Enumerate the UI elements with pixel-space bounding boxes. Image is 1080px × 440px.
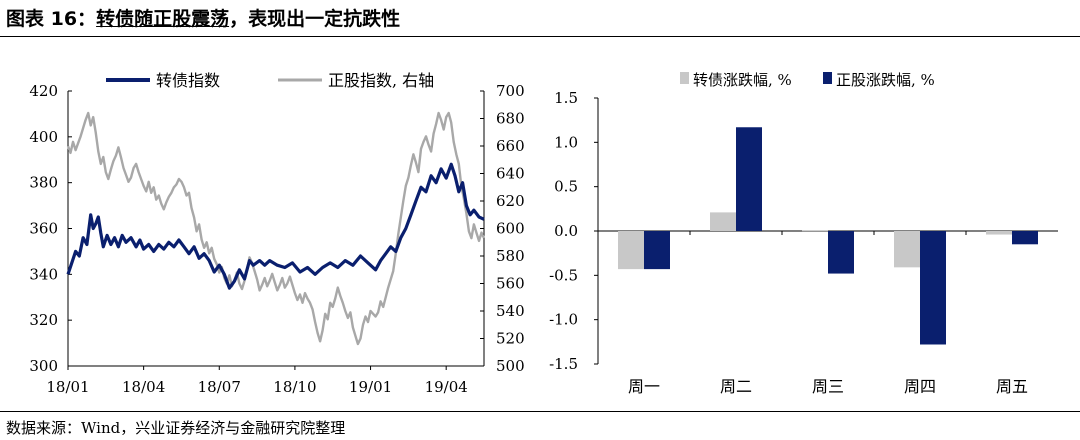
right-tick-label: 500	[496, 357, 525, 375]
x-tick-label: 18/04	[122, 378, 165, 396]
title-main: 转债随正股震荡	[96, 8, 230, 30]
x-tick-label: 19/01	[349, 378, 392, 396]
series-stock-index	[66, 111, 486, 346]
right-tick-label: 540	[496, 302, 525, 320]
right-tick-label: 560	[496, 275, 525, 293]
x-tick-label: 18/01	[46, 378, 89, 396]
right-tick-label: 700	[496, 82, 525, 100]
x-tick-label: 18/07	[198, 378, 241, 396]
legend-label-stock-change: 正股涨跌幅, %	[836, 71, 935, 89]
bar-stock-change	[920, 231, 946, 345]
bottom-rule	[0, 411, 1080, 412]
title-rest: ，表现出一定抗跌性	[229, 8, 401, 30]
top-rule	[0, 36, 1080, 37]
legend-label-cb: 转债指数	[156, 71, 220, 90]
bar-category-label: 周三	[812, 377, 844, 396]
right-tick-label: 520	[496, 330, 525, 348]
legend-label-cb-change: 转债涨跌幅, %	[693, 71, 792, 89]
left-tick-label: 380	[29, 174, 58, 192]
bar-cb-change	[802, 230, 828, 232]
bar-y-tick-label: 0.5	[554, 178, 578, 196]
bar-stock-change	[644, 231, 670, 270]
bar-stock-change	[828, 231, 854, 274]
right-tick-label: 620	[496, 192, 525, 210]
right-tick-label: 600	[496, 220, 525, 238]
bar-y-tick-label: 0.0	[554, 222, 578, 240]
x-tick-label: 19/04	[425, 378, 468, 396]
bar-category-label: 周五	[996, 377, 1028, 396]
bar-category-label: 周四	[904, 377, 936, 396]
legend-swatch-cb-change	[680, 72, 689, 84]
left-tick-label: 320	[29, 311, 58, 329]
left-tick-label: 340	[29, 265, 58, 283]
bar-cb-change	[618, 231, 644, 270]
figure-label: 图表 16：	[6, 8, 97, 30]
left-tick-label: 300	[29, 357, 58, 375]
bar-y-tick-label: 1.0	[554, 133, 578, 151]
bar-cb-change	[894, 231, 920, 268]
left-tick-label: 420	[29, 82, 58, 100]
bar-y-tick-label: 1.5	[554, 89, 578, 107]
bar-cb-change	[710, 212, 736, 231]
bar-cb-change	[986, 231, 1012, 235]
bar-stock-change	[1012, 231, 1038, 245]
bar-y-tick-label: -0.5	[549, 266, 578, 284]
bar-category-label: 周二	[720, 377, 752, 396]
left-tick-label: 400	[29, 128, 58, 146]
legend-label-stock: 正股指数, 右轴	[328, 71, 434, 90]
bar-stock-change	[736, 127, 762, 231]
right-tick-label: 580	[496, 247, 525, 265]
source-note: 数据来源：Wind，兴业证券经济与金融研究院整理	[6, 419, 346, 437]
bar-category-label: 周一	[628, 377, 660, 396]
left-tick-label: 360	[29, 220, 58, 238]
legend-swatch-stock-change	[823, 72, 832, 84]
series-cb-index	[66, 162, 485, 290]
figure-title: 图表 16：转债随正股震荡，表现出一定抗跌性	[6, 4, 400, 31]
bar-y-tick-label: -1.5	[549, 355, 578, 373]
x-tick-label: 18/10	[273, 378, 316, 396]
bar-y-tick-label: -1.0	[549, 311, 578, 329]
right-tick-label: 660	[496, 137, 525, 155]
right-tick-label: 680	[496, 110, 525, 128]
right-tick-label: 640	[496, 165, 525, 183]
